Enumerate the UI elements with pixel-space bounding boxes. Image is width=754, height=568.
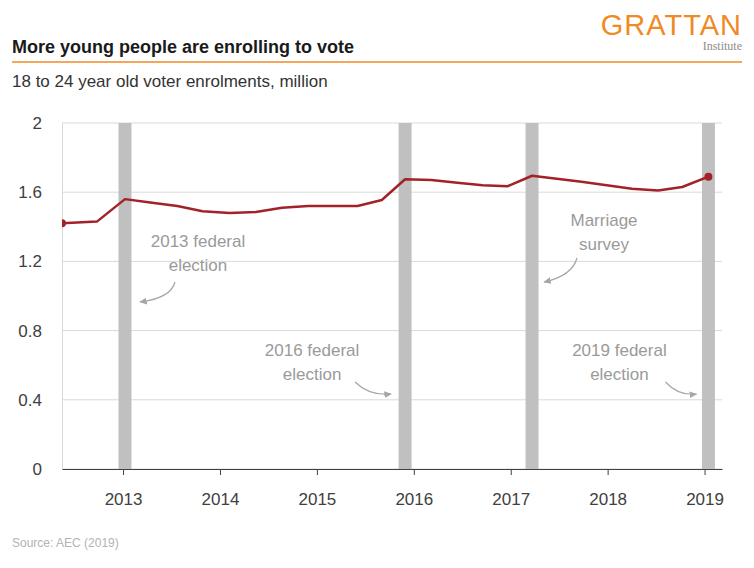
end-marker	[62, 219, 66, 227]
x-tick-label: 2014	[202, 490, 240, 509]
annotation-arrow	[665, 382, 696, 394]
x-tick-mark	[220, 469, 221, 475]
grid-line	[62, 330, 722, 331]
y-tick: 0.8	[18, 322, 62, 341]
y-tick: 0.4	[18, 391, 62, 410]
annotation-text: 2019 federal	[572, 341, 667, 360]
end-marker	[704, 173, 712, 181]
annotations: 2013 federal election 2016 federal election…	[140, 211, 696, 394]
grid-line	[62, 469, 722, 470]
x-tick: 2018	[589, 469, 627, 509]
x-axis-line	[63, 469, 723, 470]
x-tick-mark	[414, 469, 415, 475]
annotation-text: 2016 federal	[265, 341, 360, 360]
y-tick: 1.2	[18, 252, 62, 271]
x-tick-label: 2019	[686, 490, 724, 509]
y-tick-label: 0	[33, 460, 42, 479]
annotation-text: Marriage	[570, 211, 637, 230]
source: Source: AEC (2019)	[12, 536, 119, 550]
annotation-arrow	[140, 282, 175, 302]
annotation-text: survey	[579, 235, 630, 254]
x-tick-label: 2013	[105, 490, 143, 509]
x-tick: 2015	[298, 469, 336, 509]
annotation-text: 2013 federal	[151, 232, 246, 251]
y-tick-label: 2	[33, 114, 42, 133]
title-rule	[12, 61, 742, 63]
x-tick: 2013	[105, 469, 143, 509]
x-tick-mark	[317, 469, 318, 475]
y-tick: 0	[33, 460, 62, 479]
y-axis: 0 0.4 0.8 1.2 1.6 2	[18, 114, 62, 479]
x-tick-label: 2017	[492, 490, 530, 509]
x-tick-mark	[511, 469, 512, 475]
y-axis-line	[62, 124, 63, 470]
annotation-arrow	[355, 382, 391, 394]
annotation-arrow	[544, 258, 577, 282]
grid	[62, 123, 722, 469]
x-tick-mark	[123, 469, 124, 475]
y-tick: 2	[33, 114, 62, 133]
y-tick: 1.6	[18, 183, 62, 202]
grid-line	[62, 399, 722, 400]
subtitle: 18 to 24 year old voter enrolments, mill…	[12, 72, 328, 91]
x-tick-mark	[608, 469, 609, 475]
grid-line	[62, 123, 722, 124]
x-tick: 2016	[395, 469, 433, 509]
chart: More young people are enrolling to vote 1…	[0, 0, 754, 568]
y-tick-label: 0.4	[18, 391, 42, 410]
event-bar	[399, 123, 412, 469]
plot-area	[62, 123, 715, 469]
grid-line	[62, 261, 722, 262]
annotation-text: election	[169, 256, 228, 275]
x-tick: 2014	[202, 469, 240, 509]
x-axis: 2013 2014 2015 2016 2017 2018 2019	[63, 469, 724, 509]
logo: GRATTAN	[601, 9, 742, 41]
x-tick-label: 2018	[589, 490, 627, 509]
title: More young people are enrolling to vote	[12, 37, 354, 57]
event-bar	[702, 123, 715, 469]
x-tick: 2019	[686, 469, 724, 509]
annotation-text: election	[283, 365, 342, 384]
x-tick-label: 2016	[395, 490, 433, 509]
x-tick-mark	[705, 469, 706, 475]
x-tick: 2017	[492, 469, 530, 509]
annotation-text: election	[590, 365, 649, 384]
y-tick-label: 1.6	[18, 183, 42, 202]
logo-subtitle: Institute	[703, 39, 742, 53]
x-tick-label: 2015	[298, 490, 336, 509]
event-bar	[118, 123, 131, 469]
y-tick-label: 1.2	[18, 252, 42, 271]
y-tick-label: 0.8	[18, 322, 42, 341]
